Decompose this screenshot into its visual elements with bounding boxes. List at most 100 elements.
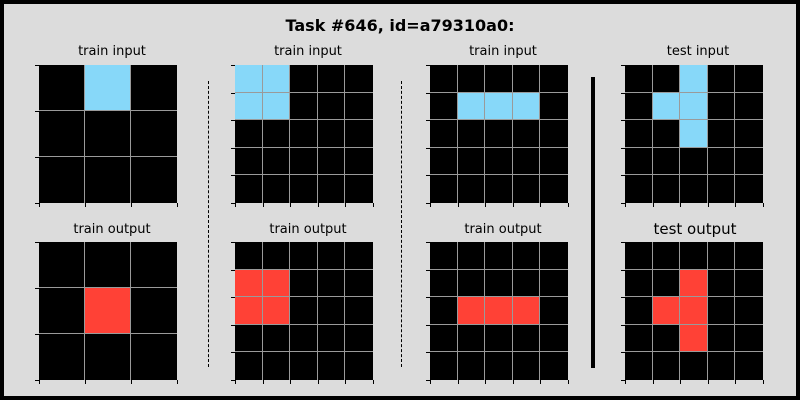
grid-cell bbox=[430, 65, 458, 93]
y-tick bbox=[35, 288, 39, 289]
grid-cell bbox=[457, 242, 486, 270]
grid-cell bbox=[652, 120, 681, 148]
x-tick bbox=[485, 380, 487, 384]
grid-cell bbox=[707, 297, 736, 325]
grid-cell bbox=[457, 269, 486, 298]
y-tick bbox=[621, 92, 625, 94]
x-tick bbox=[707, 380, 709, 384]
y-tick bbox=[426, 380, 430, 381]
x-tick bbox=[568, 203, 569, 207]
grid-cell bbox=[457, 120, 486, 148]
x-tick bbox=[177, 380, 178, 384]
y-tick bbox=[621, 203, 625, 204]
grid-cell bbox=[540, 175, 568, 203]
grid-cell bbox=[290, 120, 318, 148]
pair-separator-1 bbox=[208, 81, 209, 367]
grid-cell bbox=[625, 92, 653, 121]
grid-cell bbox=[317, 120, 346, 148]
grid-cell bbox=[512, 324, 541, 353]
grid-cell bbox=[39, 242, 85, 288]
grid-cell bbox=[625, 242, 653, 270]
y-tick bbox=[231, 297, 235, 299]
grid-cell bbox=[512, 242, 541, 270]
y-tick bbox=[426, 92, 430, 94]
y-tick bbox=[621, 120, 625, 122]
y-tick bbox=[231, 92, 235, 94]
grid-cell bbox=[652, 242, 681, 270]
grid-cell bbox=[485, 297, 513, 325]
y-tick bbox=[426, 269, 430, 271]
grid-cell bbox=[430, 92, 458, 121]
grid-cell bbox=[540, 242, 568, 270]
grid-cell bbox=[457, 352, 486, 380]
grid-cell bbox=[652, 352, 681, 380]
x-tick bbox=[131, 380, 132, 384]
train-output-grid-3 bbox=[430, 242, 568, 380]
grid-cell bbox=[430, 120, 458, 148]
y-tick bbox=[231, 380, 235, 381]
grid-cell bbox=[512, 120, 541, 148]
grid-cell bbox=[345, 352, 373, 380]
x-tick bbox=[625, 380, 626, 384]
grid-cell bbox=[131, 288, 177, 334]
grid-cell bbox=[235, 92, 263, 121]
y-tick bbox=[231, 324, 235, 326]
grid-cell bbox=[735, 175, 763, 203]
grid-cell bbox=[485, 352, 513, 380]
grid-cell bbox=[457, 147, 486, 176]
x-tick bbox=[235, 203, 236, 207]
grid-cell bbox=[540, 120, 568, 148]
grid-cell bbox=[485, 175, 513, 203]
grid-cell bbox=[317, 269, 346, 298]
grid-cell bbox=[85, 334, 131, 380]
grid-cell bbox=[262, 352, 291, 380]
x-tick bbox=[512, 380, 514, 384]
grid-cell bbox=[707, 120, 736, 148]
y-tick bbox=[35, 65, 39, 66]
grid-cell bbox=[625, 269, 653, 298]
x-tick bbox=[625, 203, 626, 207]
grid-cell bbox=[540, 324, 568, 353]
y-tick bbox=[426, 352, 430, 354]
grid-cell bbox=[290, 269, 318, 298]
grid-cell bbox=[262, 147, 291, 176]
grid-cell bbox=[735, 147, 763, 176]
grid-cell bbox=[485, 324, 513, 353]
y-tick bbox=[231, 269, 235, 271]
grid-cell bbox=[540, 269, 568, 298]
grid-cell bbox=[680, 175, 708, 203]
grid-cell bbox=[317, 92, 346, 121]
grid-cell bbox=[39, 65, 85, 111]
grid-cell bbox=[131, 157, 177, 203]
x-tick bbox=[262, 380, 264, 384]
grid-cell bbox=[262, 120, 291, 148]
grid-cell bbox=[430, 147, 458, 176]
grid-cell bbox=[652, 65, 681, 93]
grid-cell bbox=[345, 324, 373, 353]
grid-cell bbox=[262, 242, 291, 270]
x-tick bbox=[430, 380, 431, 384]
panel-label-1: train input bbox=[78, 44, 146, 59]
grid-cell bbox=[680, 242, 708, 270]
grid-cell bbox=[131, 334, 177, 380]
grid-cell bbox=[707, 269, 736, 298]
x-tick bbox=[540, 203, 542, 207]
grid-cell bbox=[290, 175, 318, 203]
grid-cell bbox=[625, 147, 653, 176]
grid-cell bbox=[485, 120, 513, 148]
grid-cell bbox=[85, 157, 131, 203]
x-tick bbox=[512, 203, 514, 207]
grid-cell bbox=[430, 297, 458, 325]
x-tick bbox=[707, 203, 709, 207]
y-tick bbox=[426, 203, 430, 204]
panel-label-6: train output bbox=[269, 222, 347, 237]
grid-cell bbox=[290, 352, 318, 380]
grid-cell bbox=[707, 147, 736, 176]
x-tick bbox=[652, 203, 654, 207]
x-tick bbox=[177, 203, 178, 207]
y-tick bbox=[621, 297, 625, 299]
y-tick bbox=[35, 203, 39, 204]
grid-cell bbox=[512, 297, 541, 325]
test-output-grid bbox=[625, 242, 763, 380]
